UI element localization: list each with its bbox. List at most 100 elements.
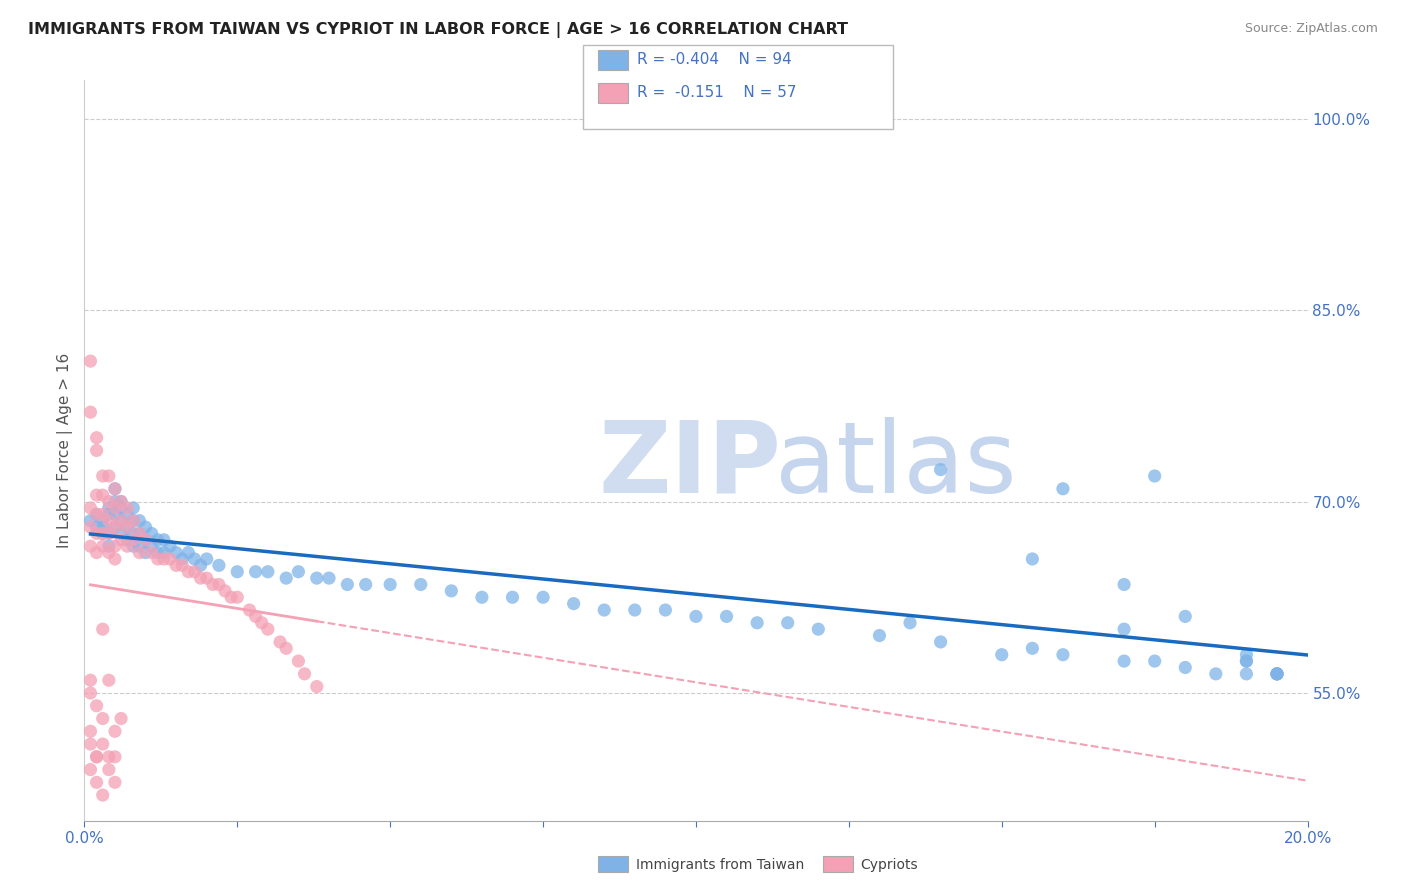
Point <box>257 565 280 579</box>
Point <box>104 749 127 764</box>
Point <box>1052 482 1074 496</box>
Point <box>110 533 132 547</box>
Point <box>219 591 242 605</box>
Point <box>1114 622 1136 636</box>
Point <box>318 571 340 585</box>
Point <box>214 583 236 598</box>
Point <box>177 565 200 579</box>
Point <box>97 749 120 764</box>
Point <box>79 673 101 688</box>
Point <box>141 545 163 559</box>
Point <box>79 405 101 419</box>
Point <box>104 552 127 566</box>
Point <box>79 514 101 528</box>
Point <box>97 508 120 522</box>
Point <box>380 577 402 591</box>
Point <box>86 431 108 445</box>
Point <box>226 565 249 579</box>
Point <box>128 539 150 553</box>
Point <box>869 629 891 643</box>
Point <box>91 526 114 541</box>
Point <box>86 775 108 789</box>
Point <box>79 763 101 777</box>
Point <box>135 533 157 547</box>
Point <box>159 539 181 553</box>
Point <box>562 597 585 611</box>
Point <box>159 552 181 566</box>
Point <box>183 565 205 579</box>
Text: Immigrants from Taiwan: Immigrants from Taiwan <box>636 858 804 872</box>
Text: IMMIGRANTS FROM TAIWAN VS CYPRIOT IN LABOR FORCE | AGE > 16 CORRELATION CHART: IMMIGRANTS FROM TAIWAN VS CYPRIOT IN LAB… <box>28 22 848 38</box>
Point <box>929 462 952 476</box>
Point <box>104 482 127 496</box>
Point <box>104 520 127 534</box>
Point <box>250 615 273 630</box>
Point <box>183 552 205 566</box>
Point <box>91 622 114 636</box>
Point <box>97 763 120 777</box>
Point <box>115 508 138 522</box>
Point <box>135 520 157 534</box>
Point <box>97 539 120 553</box>
Point <box>190 571 212 585</box>
Point <box>471 591 494 605</box>
Point <box>172 558 194 573</box>
Point <box>201 577 224 591</box>
Point <box>97 514 120 528</box>
Point <box>128 526 150 541</box>
Point <box>354 577 377 591</box>
Point <box>86 749 108 764</box>
Point <box>195 571 218 585</box>
Point <box>110 494 132 508</box>
Point <box>110 500 132 515</box>
Point <box>1265 666 1288 681</box>
Point <box>1114 654 1136 668</box>
Point <box>91 712 114 726</box>
Point <box>305 680 328 694</box>
Point <box>502 591 524 605</box>
Point <box>122 526 145 541</box>
Point <box>245 565 267 579</box>
Point <box>141 526 163 541</box>
Point <box>135 545 157 559</box>
Point <box>91 526 114 541</box>
Point <box>122 539 145 553</box>
Point <box>97 545 120 559</box>
Point <box>110 712 132 726</box>
Text: Source: ZipAtlas.com: Source: ZipAtlas.com <box>1244 22 1378 36</box>
Point <box>79 737 101 751</box>
Point <box>110 526 132 541</box>
Point <box>135 533 157 547</box>
Point <box>104 500 127 515</box>
Point <box>195 552 218 566</box>
Point <box>104 539 127 553</box>
Point <box>122 514 145 528</box>
Text: atlas: atlas <box>776 417 1017 514</box>
Point <box>929 635 952 649</box>
Point <box>97 494 120 508</box>
Point <box>276 641 298 656</box>
Point <box>104 520 127 534</box>
Point <box>1205 666 1227 681</box>
Point <box>86 508 108 522</box>
Point <box>747 615 769 630</box>
Point <box>104 482 127 496</box>
Point <box>97 469 120 483</box>
Point <box>79 500 101 515</box>
Point <box>79 724 101 739</box>
Point <box>1236 654 1258 668</box>
Point <box>190 558 212 573</box>
Point <box>110 514 132 528</box>
Point <box>305 571 328 585</box>
Point <box>86 508 108 522</box>
Point <box>79 686 101 700</box>
Point <box>86 749 108 764</box>
Point <box>91 469 114 483</box>
Point <box>110 514 132 528</box>
Point <box>593 603 616 617</box>
Point <box>104 775 127 789</box>
Point <box>110 494 132 508</box>
Point <box>153 533 176 547</box>
Point <box>91 737 114 751</box>
Point <box>97 500 120 515</box>
